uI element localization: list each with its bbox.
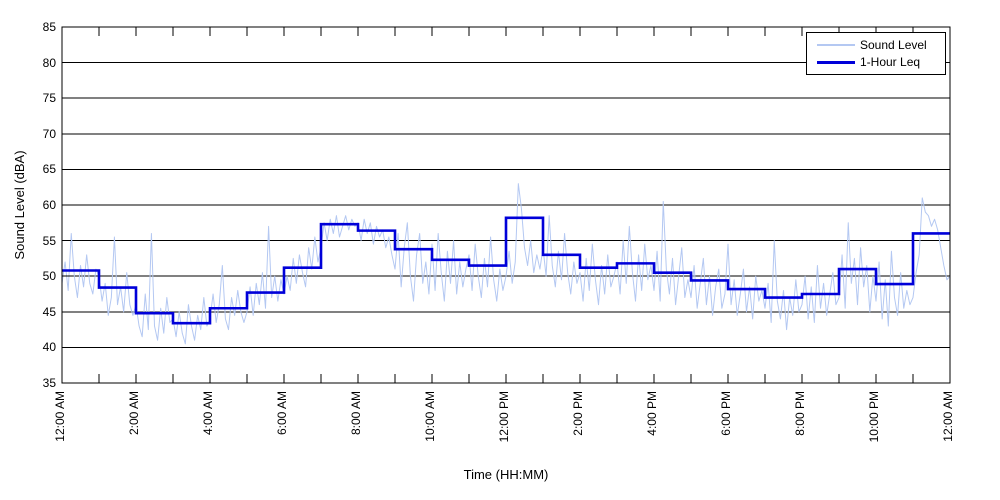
- x-tick-label: 4:00 AM: [201, 391, 215, 436]
- x-tick-label: 8:00 PM: [793, 391, 807, 436]
- sound-level-line-sample: [817, 43, 855, 46]
- legend-label-leq: 1-Hour Leq: [860, 55, 921, 70]
- y-tick-label: 45: [42, 304, 56, 319]
- leq-line-sample: [817, 60, 855, 64]
- y-tick-label: 75: [42, 91, 56, 106]
- x-tick-label: 12:00 AM: [941, 391, 955, 442]
- x-tick-label: 10:00 AM: [423, 391, 437, 442]
- y-tick-label: 40: [42, 340, 56, 355]
- x-tick-label: 10:00 PM: [867, 391, 881, 443]
- x-axis-title: Time (HH:MM): [463, 467, 549, 482]
- legend-entry-sound-level: Sound Level: [817, 38, 940, 52]
- y-axis-title: Sound Level (dBA): [12, 150, 27, 260]
- y-tick-label: 80: [42, 55, 56, 70]
- x-tick-label: 2:00 PM: [571, 391, 585, 436]
- x-tick-label: 12:00 PM: [497, 391, 511, 443]
- y-tick-label: 50: [42, 269, 56, 284]
- y-tick-label: 65: [42, 162, 56, 177]
- x-tick-label: 8:00 AM: [349, 391, 363, 436]
- legend: Sound Level 1-Hour Leq: [806, 32, 946, 75]
- x-tick-label: 12:00 AM: [53, 391, 67, 442]
- y-tick-label: 55: [42, 233, 56, 248]
- legend-entry-leq: 1-Hour Leq: [817, 55, 940, 69]
- y-tick-label: 60: [42, 198, 56, 212]
- x-tick-label: 4:00 PM: [645, 391, 659, 436]
- y-tick-label: 35: [42, 376, 56, 390]
- y-tick-label: 70: [42, 126, 56, 141]
- x-tick-label: 6:00 PM: [719, 391, 733, 436]
- x-tick-label: 6:00 AM: [275, 391, 289, 436]
- leq-series: [62, 216, 950, 325]
- y-tick-label: 85: [42, 20, 56, 34]
- legend-label-sound-level: Sound Level: [860, 37, 927, 52]
- x-tick-label: 2:00 AM: [127, 391, 141, 436]
